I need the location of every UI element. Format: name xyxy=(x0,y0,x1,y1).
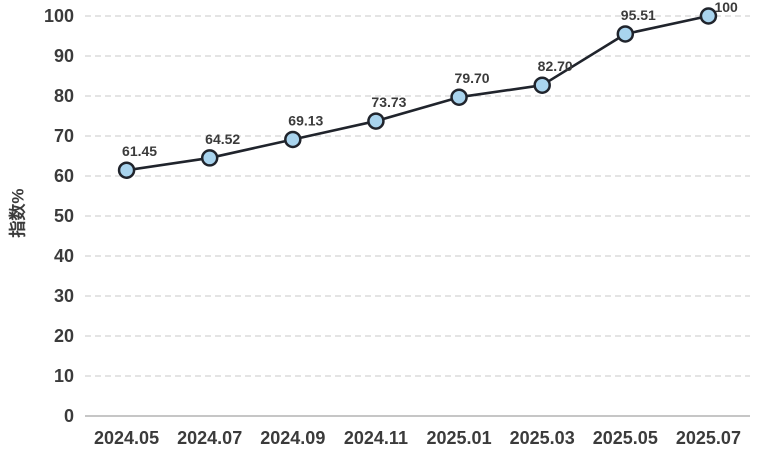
x-tick-label: 2025.01 xyxy=(427,428,492,448)
data-point xyxy=(533,76,551,94)
data-label: 64.52 xyxy=(205,131,240,147)
x-tick-label: 2024.09 xyxy=(260,428,325,448)
y-tick-label: 30 xyxy=(54,286,74,306)
data-point xyxy=(367,112,385,130)
data-point xyxy=(616,25,635,43)
x-tick-label: 2025.07 xyxy=(676,428,741,448)
y-tick-label: 70 xyxy=(54,126,74,146)
y-tick-label: 20 xyxy=(54,326,74,346)
y-tick-label: 60 xyxy=(54,166,74,186)
y-tick-label: 90 xyxy=(54,46,74,66)
data-label: 82.70 xyxy=(538,58,573,74)
data-point xyxy=(450,88,468,106)
series-line xyxy=(126,14,709,172)
y-tick-label: 0 xyxy=(64,406,74,426)
data-point xyxy=(284,130,302,149)
data-point xyxy=(200,149,219,167)
data-label: 79.70 xyxy=(455,70,490,86)
data-point xyxy=(699,7,718,25)
data-label: 100 xyxy=(714,0,738,15)
data-label: 61.45 xyxy=(122,143,157,159)
y-tick-label: 80 xyxy=(54,86,74,106)
y-tick-label: 40 xyxy=(54,246,74,266)
x-tick-label: 2024.05 xyxy=(94,428,159,448)
data-point xyxy=(117,161,136,179)
y-tick-label: 10 xyxy=(54,366,74,386)
x-tick-label: 2024.11 xyxy=(344,428,408,448)
x-tick-label: 2025.03 xyxy=(510,428,575,448)
data-label: 95.51 xyxy=(621,7,656,23)
y-tick-label: 50 xyxy=(54,206,74,226)
x-tick-label: 2024.07 xyxy=(177,428,242,448)
y-axis-title: 指数% xyxy=(8,188,28,238)
x-tick-label: 2025.05 xyxy=(593,428,658,448)
y-tick-label: 100 xyxy=(44,6,74,26)
data-label: 69.13 xyxy=(288,112,323,128)
data-label: 73.73 xyxy=(371,94,406,110)
